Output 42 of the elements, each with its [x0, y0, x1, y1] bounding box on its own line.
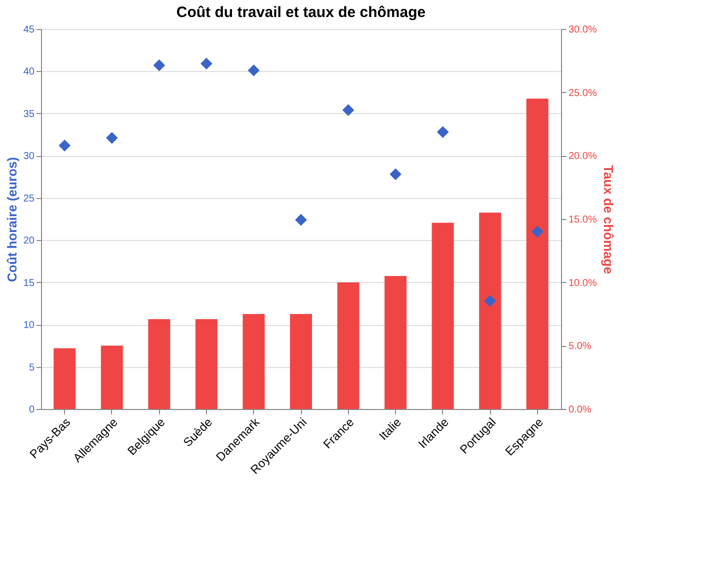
point [106, 132, 118, 144]
point [200, 58, 212, 70]
point [436, 126, 449, 138]
y-tick-label: 45 [23, 24, 35, 36]
point [531, 226, 544, 238]
y2-tick-label: 15.0% [568, 214, 597, 226]
bar [479, 212, 502, 409]
y2-tick-label: 10.0% [568, 278, 597, 289]
y-tick-label: 30 [23, 151, 35, 162]
y2-tick-label: 0.0% [568, 404, 592, 416]
y-tick-label: 15 [23, 278, 35, 289]
chart-title: Coût du travail et taux de chômage [176, 4, 426, 21]
bar [148, 319, 170, 409]
bar [100, 346, 123, 409]
point [342, 104, 354, 116]
point [390, 168, 402, 180]
y-tick-label: 0 [28, 404, 35, 416]
bar [195, 319, 218, 409]
y2-tick-label: 30.0% [568, 24, 597, 36]
y2-tick-label: 5.0% [568, 341, 592, 352]
point [248, 64, 260, 76]
y-tick-label: 40 [23, 66, 35, 78]
y-tick-label: 20 [23, 236, 35, 247]
bar [290, 314, 312, 409]
point [58, 140, 71, 152]
bar [54, 348, 76, 409]
y2-axis-title: Taux de chômage [600, 165, 616, 274]
bar [526, 98, 548, 409]
point [484, 294, 496, 307]
y-tick-label: 25 [23, 193, 35, 204]
y-tick-label: 10 [23, 320, 35, 332]
bar [384, 276, 407, 409]
y-tick-label: 35 [23, 108, 35, 120]
y-axis-title: Coût horaire (euros) [4, 157, 20, 282]
y2-tick-label: 25.0% [568, 88, 597, 99]
bar [242, 314, 265, 409]
point [153, 59, 166, 72]
y-tick-label: 5 [28, 362, 35, 374]
bar [432, 222, 454, 409]
y2-tick-label: 20.0% [568, 151, 597, 162]
point [295, 214, 307, 226]
bar [337, 282, 360, 409]
